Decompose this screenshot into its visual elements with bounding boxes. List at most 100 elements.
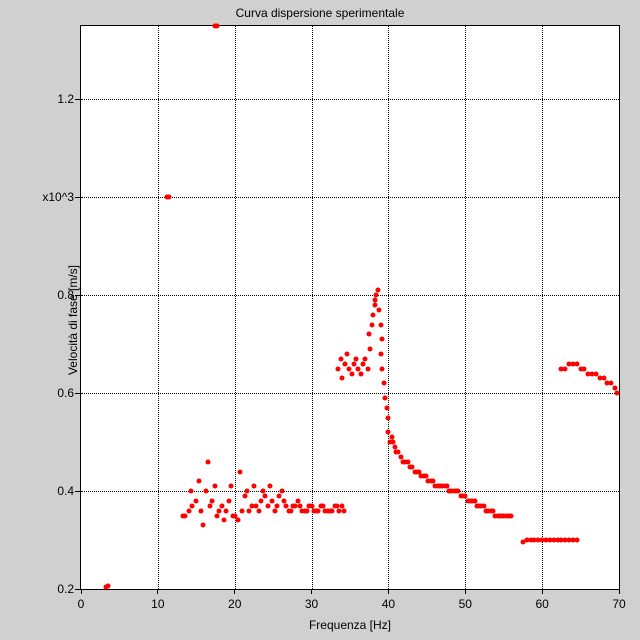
data-point — [371, 312, 376, 317]
data-point — [304, 508, 309, 513]
grid-line — [81, 393, 619, 394]
data-point — [384, 405, 389, 410]
data-point — [386, 415, 391, 420]
data-point — [288, 508, 293, 513]
x-tick-label: 60 — [535, 597, 548, 611]
y-tick — [75, 197, 80, 198]
data-point — [378, 322, 383, 327]
data-point — [240, 508, 245, 513]
data-point — [574, 538, 579, 543]
data-point — [369, 322, 374, 327]
data-point — [615, 391, 620, 396]
data-point — [268, 484, 273, 489]
x-axis-label: Frequenza [Hz] — [80, 618, 620, 632]
y-tick-label: 0.2 — [57, 582, 74, 596]
data-point — [190, 503, 195, 508]
grid-line — [542, 26, 543, 589]
data-point — [258, 498, 263, 503]
data-point — [226, 498, 231, 503]
data-point — [351, 361, 356, 366]
x-tick — [81, 589, 82, 594]
x-tick — [234, 589, 235, 594]
grid-line — [81, 491, 619, 492]
data-point — [344, 352, 349, 357]
data-point — [215, 24, 220, 29]
x-tick — [388, 589, 389, 594]
data-point — [247, 508, 252, 513]
data-point — [363, 356, 368, 361]
x-tick-label: 10 — [151, 597, 164, 611]
data-point — [212, 484, 217, 489]
data-point — [378, 352, 383, 357]
data-point — [186, 508, 191, 513]
data-point — [203, 489, 208, 494]
data-point — [188, 489, 193, 494]
grid-line — [235, 26, 236, 589]
x-tick — [311, 589, 312, 594]
data-point — [330, 508, 335, 513]
y-tick-label: 0.6 — [57, 386, 74, 400]
x-tick-label: 50 — [459, 597, 472, 611]
data-point — [377, 307, 382, 312]
data-point — [358, 371, 363, 376]
data-point — [373, 298, 378, 303]
data-point — [316, 508, 321, 513]
x-tick — [619, 589, 620, 594]
data-point — [381, 381, 386, 386]
data-point — [228, 484, 233, 489]
data-point — [349, 371, 354, 376]
grid-line — [81, 197, 619, 198]
data-point — [196, 479, 201, 484]
x-tick — [542, 589, 543, 594]
data-point — [224, 508, 229, 513]
data-point — [208, 503, 213, 508]
plot-area — [80, 25, 620, 590]
data-point — [198, 508, 203, 513]
data-point — [336, 366, 341, 371]
y-axis-label-text: Velocità di fase [m/s] — [66, 265, 80, 375]
data-point — [277, 493, 282, 498]
data-point — [166, 195, 171, 200]
data-point — [279, 489, 284, 494]
data-point — [361, 361, 366, 366]
x-tick — [157, 589, 158, 594]
grid-line — [465, 26, 466, 589]
grid-line — [81, 99, 619, 100]
y-tick-label: 0.8 — [57, 288, 74, 302]
y-tick — [75, 589, 80, 590]
data-point — [265, 503, 270, 508]
y-axis-exponent: x10^3 — [42, 190, 74, 204]
data-point — [354, 356, 359, 361]
y-tick-label: 0.4 — [57, 484, 74, 498]
x-tick-label: 70 — [612, 597, 625, 611]
data-point — [182, 513, 187, 518]
data-point — [217, 508, 222, 513]
data-point — [563, 366, 568, 371]
data-point — [194, 498, 199, 503]
data-point — [221, 518, 226, 523]
data-point — [340, 376, 345, 381]
data-point — [242, 493, 247, 498]
x-tick-label: 0 — [78, 597, 85, 611]
x-tick-label: 40 — [382, 597, 395, 611]
data-point — [256, 508, 261, 513]
data-point — [219, 503, 224, 508]
grid-line — [388, 26, 389, 589]
y-tick — [75, 491, 80, 492]
data-point — [263, 493, 268, 498]
data-point — [270, 498, 275, 503]
data-point — [365, 366, 370, 371]
data-point — [274, 503, 279, 508]
y-tick-label: 1.2 — [57, 92, 74, 106]
data-point — [372, 303, 377, 308]
grid-line — [158, 26, 159, 589]
data-point — [380, 337, 385, 342]
data-point — [251, 484, 256, 489]
data-point — [509, 513, 514, 518]
grid-line — [81, 295, 619, 296]
data-point — [201, 523, 206, 528]
data-point — [341, 508, 346, 513]
data-point — [380, 366, 385, 371]
y-tick — [75, 295, 80, 296]
data-point — [235, 518, 240, 523]
